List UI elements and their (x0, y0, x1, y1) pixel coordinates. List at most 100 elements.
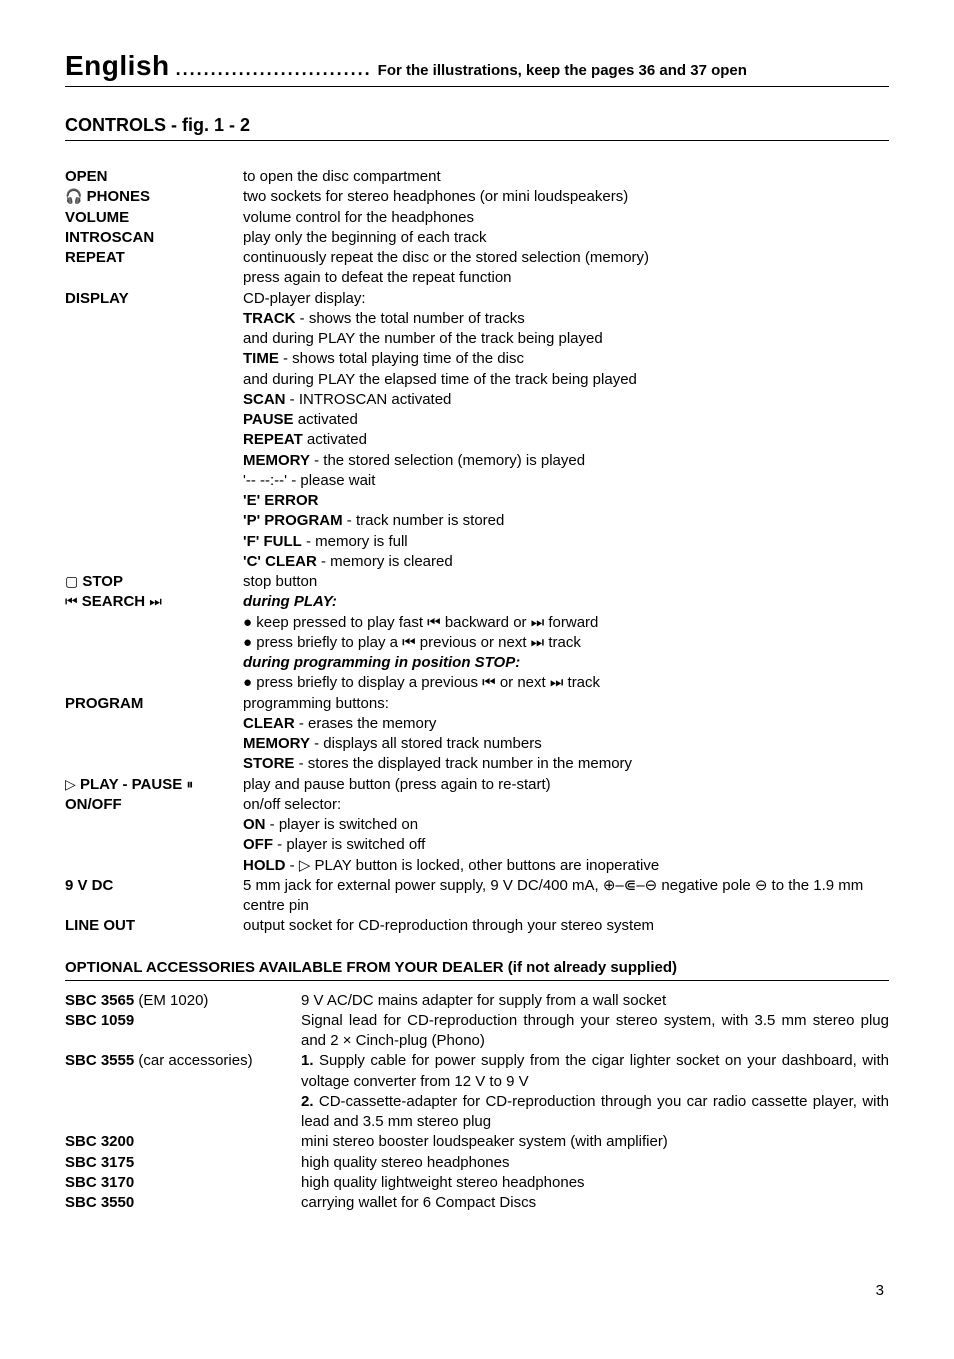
term: REPEAT (243, 431, 303, 448)
desc-play: play and pause button (press again to re… (243, 775, 889, 795)
term-desc: - memory is full (302, 533, 408, 550)
label-display: DISPLAY (65, 289, 243, 573)
desc-line: TIME - shows total playing time of the d… (243, 349, 889, 369)
term-desc: - memory is cleared (317, 553, 453, 570)
divider (65, 140, 889, 141)
acc-label: SBC 3170 (65, 1173, 301, 1193)
acc-code: SBC 3175 (65, 1154, 134, 1171)
label-search-text: SEARCH (82, 593, 145, 610)
acc-desc: Signal lead for CD-reproduction through … (301, 1011, 889, 1052)
section-accessories-title: OPTIONAL ACCESSORIES AVAILABLE FROM YOUR… (65, 959, 889, 976)
term-desc: - track number is stored (343, 512, 505, 529)
desc-line: ● keep pressed to play fast ⏮ backward o… (243, 613, 889, 633)
label-open: OPEN (65, 167, 243, 187)
desc-onoff: on/off selector: ON - player is switched… (243, 795, 889, 876)
label-phones: 🎧 PHONES (65, 187, 243, 207)
manual-page: English ............................ For… (0, 0, 954, 1359)
label-stop-text: STOP (82, 573, 123, 590)
acc-code: SBC 3555 (65, 1052, 134, 1069)
desc-volume: volume control for the headphones (243, 208, 889, 228)
desc-line: MEMORY - displays all stored track numbe… (243, 734, 889, 754)
pause-icon: ⏸ (186, 776, 193, 792)
term: 'P' PROGRAM (243, 512, 343, 529)
desc-open: to open the disc compartment (243, 167, 889, 187)
divider (65, 86, 889, 87)
desc-line: and during PLAY the elapsed time of the … (243, 370, 889, 390)
headphones-icon: 🎧 (65, 188, 82, 204)
acc-note: (EM 1020) (134, 992, 208, 1009)
term-desc: - displays all stored track numbers (310, 735, 542, 752)
acc-desc: 1. Supply cable for power supply from th… (301, 1051, 889, 1132)
term: PAUSE (243, 411, 294, 428)
term: MEMORY (243, 452, 310, 469)
list-text: Supply cable for power supply from the c… (301, 1052, 889, 1089)
term-desc: activated (294, 411, 358, 428)
desc-introscan: play only the beginning of each track (243, 228, 889, 248)
list-num: 1. (301, 1052, 314, 1069)
label-stop: ▢ STOP (65, 572, 243, 592)
label-play-text: PLAY - PAUSE (80, 776, 182, 793)
section-controls-title: CONTROLS - fig. 1 - 2 (65, 115, 889, 136)
desc-line: programming buttons: (243, 694, 889, 714)
desc-line: ● press briefly to display a previous ⏮ … (243, 673, 889, 693)
term: TIME (243, 350, 279, 367)
term-desc: - shows the total number of tracks (296, 310, 525, 327)
desc-line: 2. CD-cassette-adapter for CD-reproducti… (301, 1092, 889, 1133)
label-program: PROGRAM (65, 694, 243, 775)
desc-line: OFF - player is switched off (243, 835, 889, 855)
stop-icon: ▢ (65, 573, 78, 589)
desc-lineout: output socket for CD-reproduction throug… (243, 916, 889, 936)
desc-line: ON - player is switched on (243, 815, 889, 835)
desc-display: CD-player display: TRACK - shows the tot… (243, 289, 889, 573)
desc-line: continuously repeat the disc or the stor… (243, 248, 889, 268)
acc-code: SBC 3565 (65, 992, 134, 1009)
label-introscan: INTROSCAN (65, 228, 243, 248)
leader-dots: ............................ (176, 59, 372, 80)
desc-line: and during PLAY the number of the track … (243, 329, 889, 349)
acc-label: SBC 3200 (65, 1132, 301, 1152)
desc-stop: stop button (243, 572, 889, 592)
list-text: CD-cassette-adapter for CD-reproduction … (301, 1093, 889, 1130)
desc-line: on/off selector: (243, 795, 889, 815)
term: 'F' FULL (243, 533, 302, 550)
term-desc: - ▷ PLAY button is locked, other buttons… (286, 857, 660, 874)
term: CLEAR (243, 715, 295, 732)
acc-note: (car accessories) (134, 1052, 252, 1069)
term-desc: - player is switched off (273, 836, 425, 853)
acc-code: SBC 3550 (65, 1194, 134, 1211)
acc-label: SBC 3550 (65, 1193, 301, 1213)
desc-line: REPEAT activated (243, 430, 889, 450)
desc-line: STORE - stores the displayed track numbe… (243, 754, 889, 774)
desc-line: 'E' ERROR (243, 491, 889, 511)
desc-line: PAUSE activated (243, 410, 889, 430)
acc-desc: high quality stereo headphones (301, 1153, 889, 1173)
label-search: ⏮ SEARCH ⏭ (65, 592, 243, 693)
term-desc: - the stored selection (memory) is playe… (310, 452, 585, 469)
acc-desc: mini stereo booster loudspeaker system (… (301, 1132, 889, 1152)
divider (65, 980, 889, 981)
desc-line: TRACK - shows the total number of tracks (243, 309, 889, 329)
acc-label: SBC 1059 (65, 1011, 301, 1052)
term: HOLD (243, 857, 286, 874)
label-9vdc: 9 V DC (65, 876, 243, 917)
desc-line: ● press briefly to play a ⏮ previous or … (243, 633, 889, 653)
desc-line: 'C' CLEAR - memory is cleared (243, 552, 889, 572)
acc-label: SBC 3175 (65, 1153, 301, 1173)
desc-repeat: continuously repeat the disc or the stor… (243, 248, 889, 289)
desc-phones: two sockets for stereo headphones (or mi… (243, 187, 889, 207)
accessories-table: SBC 3565 (EM 1020) 9 V AC/DC mains adapt… (65, 991, 889, 1214)
desc-line: during PLAY: (243, 592, 889, 612)
term-desc: activated (303, 431, 367, 448)
term: 'C' CLEAR (243, 553, 317, 570)
acc-desc: 9 V AC/DC mains adapter for supply from … (301, 991, 889, 1011)
term: MEMORY (243, 735, 310, 752)
label-repeat: REPEAT (65, 248, 243, 289)
language-title: English (65, 50, 170, 82)
desc-program: programming buttons: CLEAR - erases the … (243, 694, 889, 775)
desc-line: CD-player display: (243, 289, 889, 309)
label-onoff: ON/OFF (65, 795, 243, 876)
term-desc: - INTROSCAN activated (286, 391, 452, 408)
page-number: 3 (876, 1282, 884, 1299)
play-icon: ▷ (65, 776, 76, 792)
prev-icon: ⏮ (65, 593, 78, 609)
